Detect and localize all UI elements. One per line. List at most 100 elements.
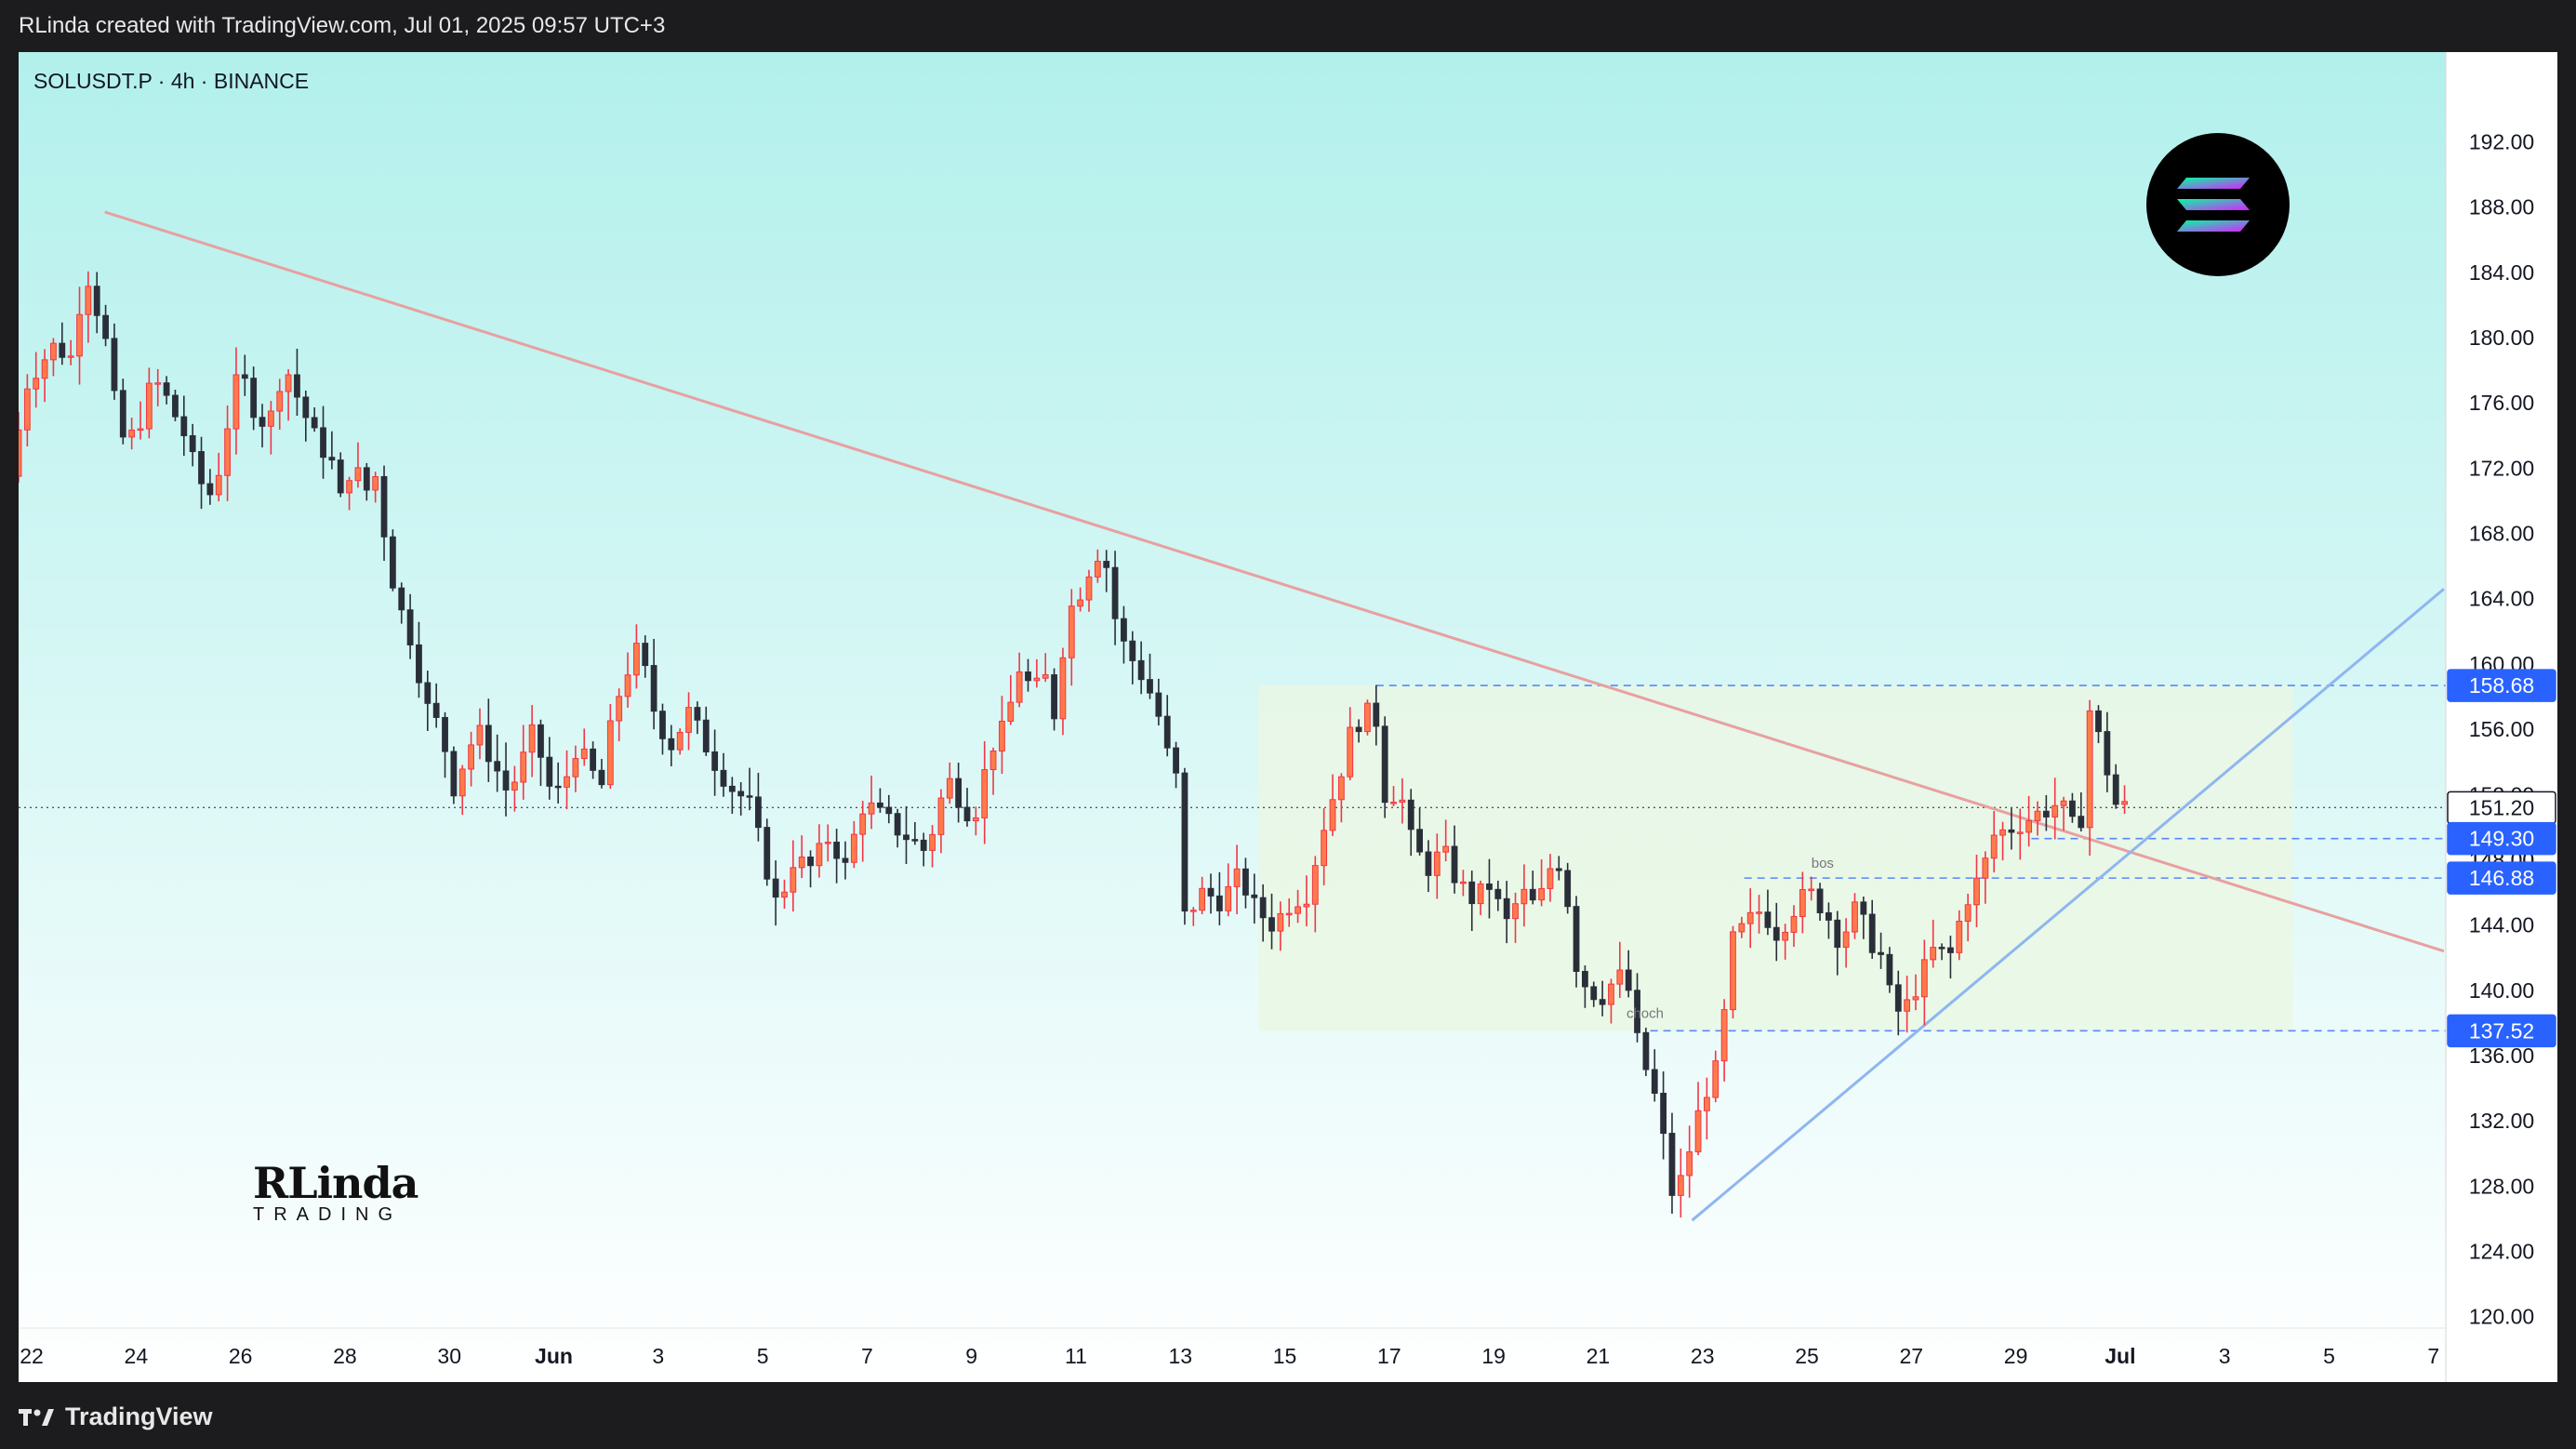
candle-body-down (1590, 986, 1598, 1001)
candle-body-up (1512, 903, 1519, 920)
candle-body-down (1660, 1093, 1667, 1135)
level-price-tag: 149.30 (2447, 821, 2556, 856)
footer-brand-text: TradingView (65, 1402, 213, 1430)
candle (2060, 796, 2067, 831)
candle-body-down (1207, 887, 1215, 897)
candle-body-up (1852, 901, 1858, 933)
candle (1764, 889, 1772, 936)
candle (668, 724, 675, 766)
candle-body-up (1077, 599, 1084, 607)
candle-body-up (19, 429, 22, 477)
x-tick-label: 23 (1691, 1344, 1715, 1368)
trendline-descending (104, 210, 2445, 953)
candle (372, 472, 379, 503)
candle (554, 762, 562, 804)
candle (963, 788, 971, 827)
candle (1982, 851, 1989, 904)
candle-body-up (1616, 969, 1624, 985)
candle (1468, 871, 1476, 931)
candle-body-down (1529, 888, 1536, 901)
x-tick-label: 30 (437, 1344, 461, 1368)
candle-body-up (1225, 885, 1232, 911)
x-tick-label: 7 (2427, 1344, 2439, 1368)
candle (1259, 884, 1267, 942)
candle (2086, 699, 2093, 856)
candle-body-down (1025, 671, 1031, 682)
candle (1295, 889, 1301, 924)
candle-body-down (546, 756, 553, 787)
candle-body-down (538, 724, 544, 758)
candle (1268, 893, 1275, 950)
candle (868, 775, 875, 830)
candle (598, 758, 605, 789)
candle-body-down (398, 587, 405, 611)
candle (1738, 916, 1746, 938)
candle (1207, 873, 1215, 914)
candle (1399, 778, 1406, 824)
candle-body-up (1337, 776, 1345, 801)
candle-body-down (450, 751, 458, 797)
candle-body-down (2042, 810, 2050, 818)
candle (494, 734, 501, 792)
candle-body-up (354, 467, 362, 482)
candle-body-down (172, 394, 179, 418)
symbol-label[interactable]: SOLUSDT.P · 4h · BINANCE (33, 69, 310, 93)
candle (929, 825, 936, 868)
candle-body-up (468, 744, 475, 770)
watermark-sub: TRADING (253, 1204, 402, 1225)
candle (1860, 897, 1867, 939)
candle-body-up (285, 374, 292, 392)
candle-body-down (842, 857, 849, 863)
candle (572, 745, 579, 792)
candle (1111, 551, 1119, 645)
candle (1129, 631, 1136, 685)
candle (1808, 876, 1815, 901)
candle (1355, 719, 1362, 743)
y-tick-label: 144.00 (2469, 913, 2534, 937)
candle (328, 431, 336, 470)
candle (1990, 811, 1998, 872)
candle (224, 405, 231, 501)
candle-body-up (1904, 999, 1911, 1012)
candle-body-up (937, 797, 945, 835)
candle-body-up (2034, 810, 2041, 821)
candle-body-down (1860, 901, 1867, 915)
candle (502, 742, 510, 817)
candle-body-down (1268, 917, 1275, 932)
candle-body-down (1764, 911, 1772, 928)
candle-body-down (833, 842, 841, 859)
candle-body-down (911, 839, 919, 842)
candle-body-up (1956, 921, 1963, 953)
candle-body-up (790, 867, 797, 893)
candle-body-up (1233, 868, 1241, 887)
candle (450, 746, 458, 804)
candle (1094, 549, 1101, 583)
chart-area[interactable]: bos choch 192.00 188.00 184.00 180.00 176.00 1… (19, 52, 2557, 1382)
candle (911, 821, 919, 845)
candle-body-down (1634, 990, 1640, 1033)
candle (1085, 569, 1093, 612)
candle (1163, 695, 1171, 757)
candle-body-up (1799, 889, 1806, 917)
candle-body-down (424, 682, 432, 704)
candle (1852, 893, 1858, 939)
price-chart[interactable]: bos choch 192.00 188.00 184.00 180.00 176.00 1… (19, 52, 2557, 1382)
y-tick-label: 128.00 (2469, 1174, 2534, 1198)
candle-body-up (1303, 903, 1310, 908)
candle (41, 349, 48, 403)
header-bar: RLinda created with TradingView.com, Jul… (0, 0, 2576, 52)
candle-body-down (206, 483, 214, 496)
price-tag-text: 149.30 (2469, 827, 2534, 851)
candle (2104, 711, 2111, 792)
candle (1337, 773, 1345, 823)
candle-body-up (972, 817, 979, 822)
candle-body-up (1738, 923, 1746, 933)
candle (1834, 911, 1841, 976)
y-tick-label: 140.00 (2469, 978, 2534, 1003)
candle (1782, 924, 1789, 960)
tradingview-logo[interactable]: TradingView (19, 1402, 213, 1430)
candle-body-down (93, 286, 100, 316)
candle (85, 271, 92, 343)
candle-body-up (1677, 1175, 1684, 1196)
y-tick-label: 124.00 (2469, 1240, 2534, 1264)
